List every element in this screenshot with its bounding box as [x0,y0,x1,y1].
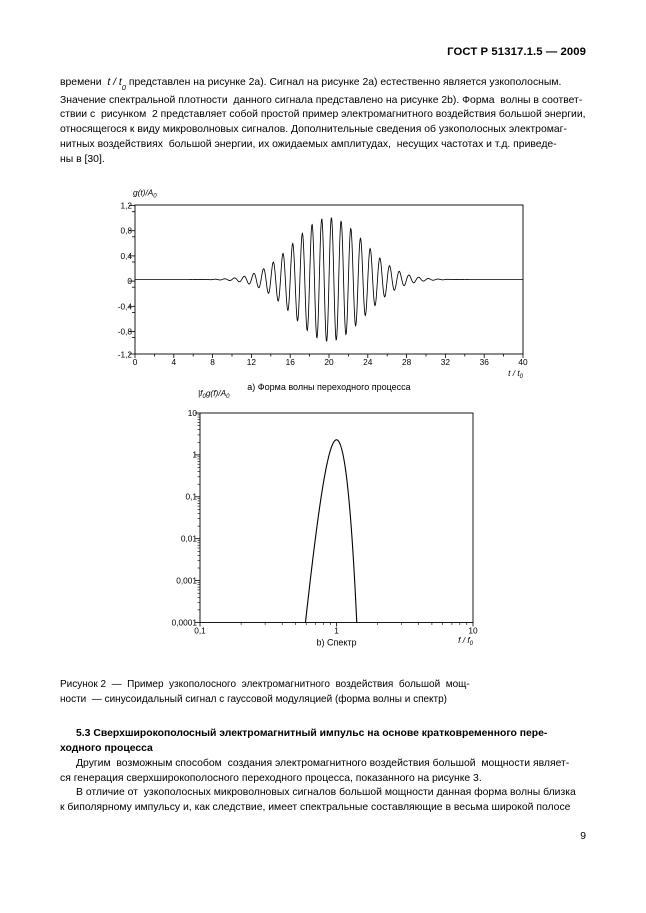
svg-text:8: 8 [210,357,215,367]
svg-text:4: 4 [171,357,176,367]
svg-text:32: 32 [441,357,451,367]
svg-text:24: 24 [363,357,373,367]
svg-text:b) Спектр: b) Спектр [316,637,356,647]
svg-text:t / t0: t / t0 [508,368,524,380]
svg-text:28: 28 [402,357,412,367]
svg-text:1: 1 [334,625,339,635]
svg-text:20: 20 [324,357,334,367]
svg-text:12: 12 [247,357,257,367]
svg-text:40: 40 [518,357,528,367]
svg-text:0,001: 0,001 [176,575,197,585]
svg-text:-1,2: -1,2 [118,350,133,360]
svg-text:а) Форма волны переходного про: а) Форма волны переходного процесса [247,382,410,392]
svg-text:36: 36 [480,357,490,367]
svg-text:0: 0 [133,357,138,367]
svg-text:g(t)/A0: g(t)/A0 [133,188,157,200]
svg-text:0,01: 0,01 [181,533,198,543]
svg-text:16: 16 [286,357,296,367]
svg-text:10: 10 [468,625,478,635]
svg-text:f / f0: f / f0 [458,635,474,647]
svg-text:0,1: 0,1 [194,625,206,635]
